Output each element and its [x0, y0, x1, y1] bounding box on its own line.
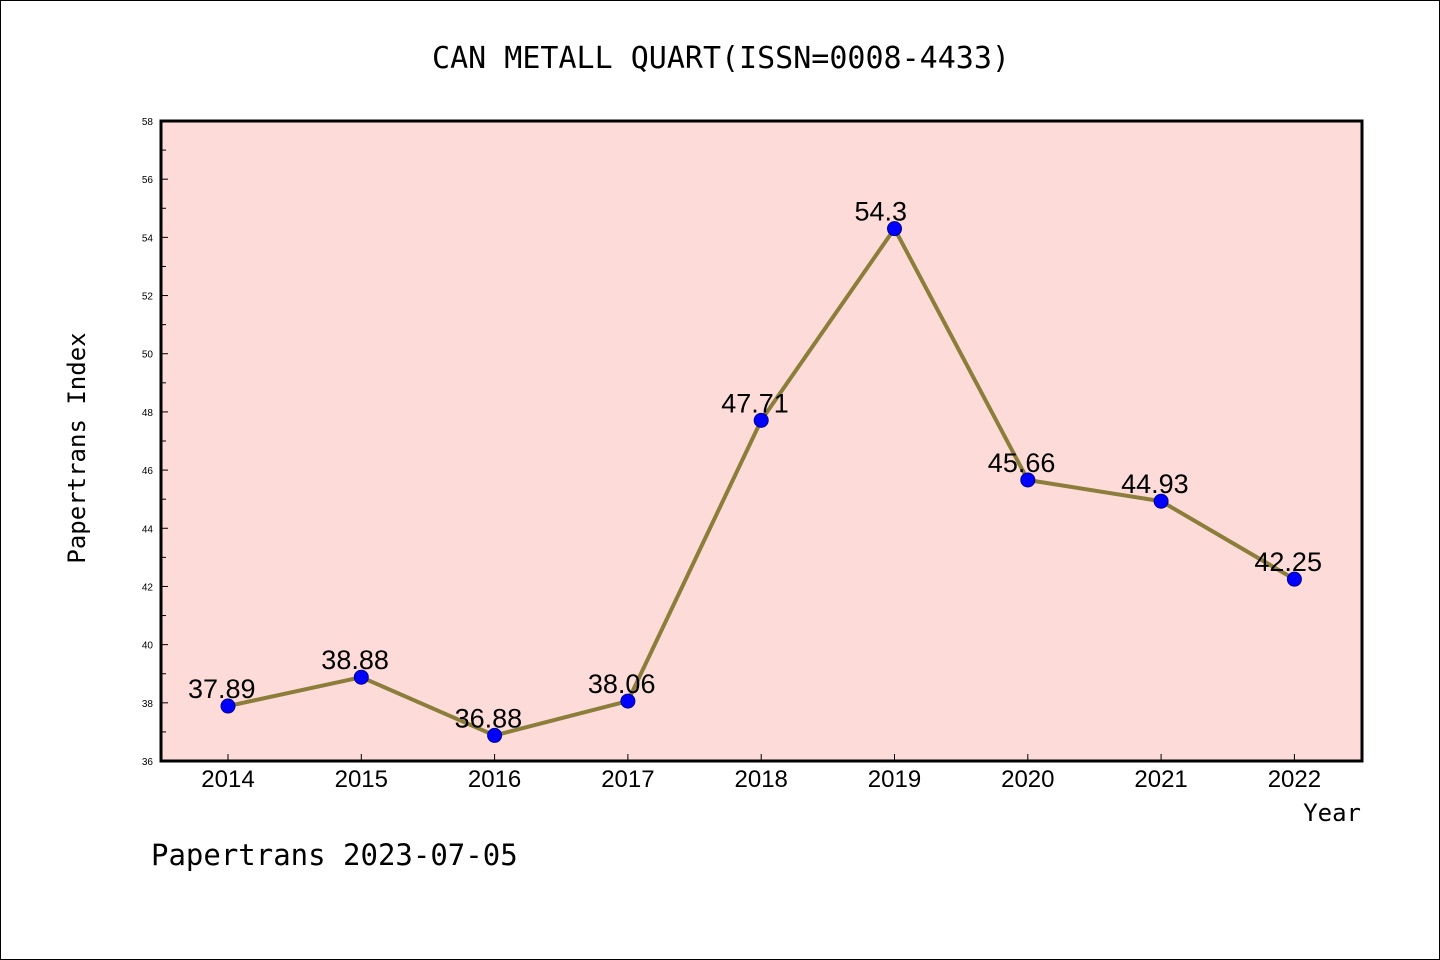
- x-tick-label: 2020: [1001, 766, 1054, 793]
- plot-area: [161, 121, 1362, 761]
- data-point: [487, 727, 503, 743]
- x-tick-label: 2015: [335, 766, 388, 793]
- series-layer: 37.89 38.88 36.88 38.06 47.71 54.3 45.66 44.93 4…: [188, 197, 1322, 743]
- x-tick-label: 2014: [201, 766, 254, 793]
- footer-caption: Papertrans 2023-07-05: [151, 838, 518, 872]
- y-tick-label: 56: [142, 175, 154, 186]
- data-label: 42.25: [1254, 547, 1322, 577]
- y-tick-label: 42: [142, 582, 154, 593]
- y-tick-label: 48: [142, 408, 154, 419]
- x-tick-label: 2022: [1268, 766, 1321, 793]
- y-tick-label: 44: [142, 524, 154, 535]
- y-tick-label: 40: [142, 641, 154, 652]
- data-label: 38.06: [588, 669, 656, 699]
- data-point: [1153, 493, 1169, 509]
- data-label: 36.88: [455, 703, 523, 733]
- y-tick-label: 46: [142, 466, 154, 477]
- data-point: [353, 669, 369, 685]
- plot-border: [159, 119, 1364, 763]
- y-tick-label: 38: [142, 699, 154, 710]
- y-tick-label: 50: [142, 350, 154, 361]
- data-point: [1020, 472, 1036, 488]
- data-point: [887, 221, 902, 237]
- y-axis-ticks: 36 38 40 42 44 46 48 50 52 54 56 58: [142, 117, 168, 768]
- x-tick-label: 2016: [468, 766, 521, 793]
- x-axis-ticks: 2014 2015 2016 2017 2018 2019 2020 2021 2022: [201, 754, 1321, 793]
- data-point: [220, 698, 236, 714]
- y-tick-label: 36: [142, 757, 154, 768]
- data-point: [1286, 571, 1302, 587]
- x-tick-label: 2021: [1134, 766, 1187, 793]
- data-point: [620, 693, 636, 709]
- data-label: 45.66: [988, 448, 1056, 478]
- chart-title: CAN METALL QUART(ISSN=0008-4433): [432, 41, 1010, 76]
- x-tick-label: 2019: [868, 766, 921, 793]
- data-point: [753, 412, 769, 428]
- y-axis-label: Papertrans Index: [63, 332, 91, 563]
- data-label: 47.71: [721, 388, 789, 418]
- x-axis-label: Year: [1303, 799, 1361, 827]
- y-tick-label: 58: [142, 117, 154, 128]
- x-tick-label: 2018: [735, 766, 788, 793]
- data-label: 54.3: [855, 197, 908, 227]
- y-tick-label: 54: [142, 233, 154, 244]
- data-label: 37.89: [188, 674, 256, 704]
- y-tick-label: 52: [142, 292, 154, 303]
- data-label: 44.93: [1121, 469, 1189, 499]
- data-label: 38.88: [321, 645, 389, 675]
- x-tick-label: 2017: [601, 766, 654, 793]
